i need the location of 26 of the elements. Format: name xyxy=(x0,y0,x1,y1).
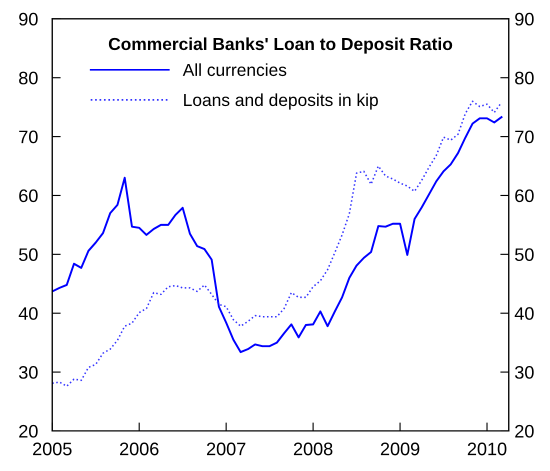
x-tick-label: 2006 xyxy=(120,442,158,456)
y2-tick-label: 40 xyxy=(514,307,534,320)
text: Commercial Banks' Loan to Deposit Ratio xyxy=(108,37,452,54)
y2-tick-label: 30 xyxy=(514,366,534,379)
y-tick-label: 80 xyxy=(19,72,38,84)
x-tick-label: 2009 xyxy=(380,442,420,456)
y2-tick-label: 90 xyxy=(515,12,534,26)
y-tick-label: 50 xyxy=(19,248,38,262)
y2-tick-label: 20 xyxy=(515,424,534,438)
y2-tick-label: 70 xyxy=(515,130,534,144)
legend-label: Loans and deposits in kip xyxy=(184,93,378,110)
x-tick-label: 2010 xyxy=(468,442,506,456)
y-tick-label: 30 xyxy=(18,366,38,379)
y-tick-label: 60 xyxy=(19,189,38,202)
legend-label: All currencies xyxy=(182,63,286,76)
y2-tick-label: 80 xyxy=(515,72,534,84)
line-series xyxy=(52,116,502,354)
y-tick-label: 90 xyxy=(19,12,38,26)
x-tick-label: 2007 xyxy=(206,442,246,456)
y-tick-label: 20 xyxy=(19,424,38,438)
y2-tick-label: 60 xyxy=(515,189,534,202)
y-tick-label: 40 xyxy=(18,307,38,320)
x-tick-label: 2008 xyxy=(294,442,332,456)
x-tick-label: 2005 xyxy=(33,442,72,456)
y-tick-label: 70 xyxy=(19,130,38,144)
y2-tick-label: 50 xyxy=(515,248,534,262)
